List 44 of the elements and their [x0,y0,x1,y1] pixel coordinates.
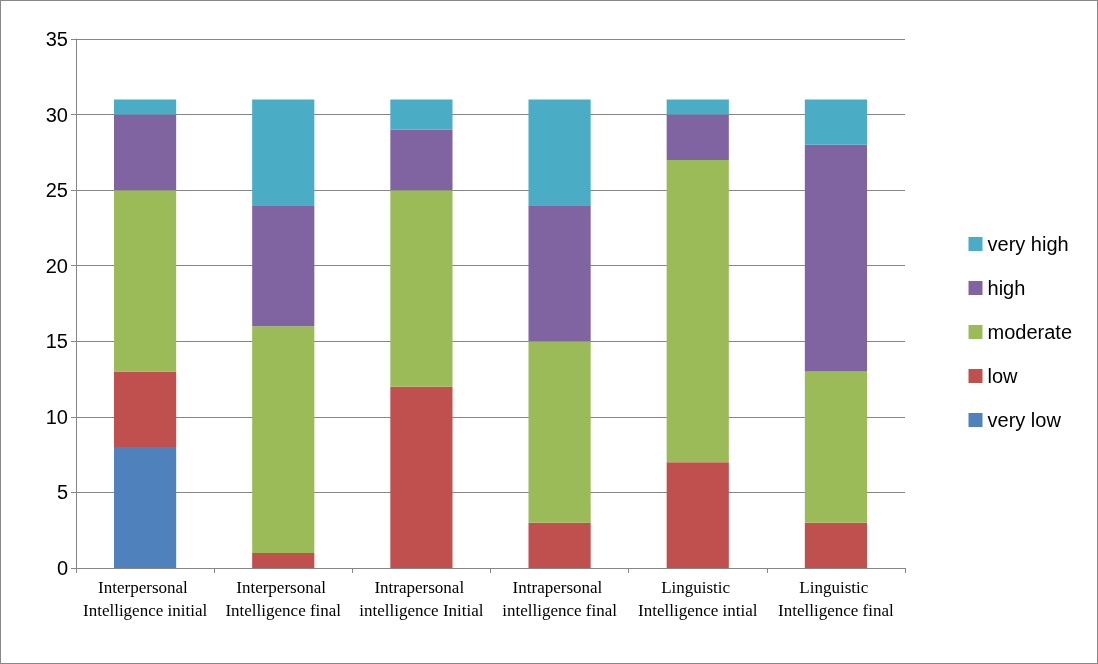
bar [114,371,177,448]
bar [390,99,453,130]
bar [528,522,591,568]
y-tick-label: 5 [56,481,68,504]
y-tick-label: 20 [45,254,68,277]
bar [252,99,315,206]
bar [114,114,177,191]
bar [528,341,591,523]
bar [804,144,867,372]
x-tick-label: Intrapersonal intelligence final [502,578,618,620]
y-tick-label: 25 [45,179,68,202]
legend-label: low [987,365,1019,387]
bar [114,447,177,568]
x-tick-label: Intrapersonal intelligence Initial [359,578,484,620]
bar [666,159,729,463]
x-tick-label: Linguistic Intelligence intial [638,578,758,620]
bar [390,386,453,568]
bar [252,552,315,568]
y-tick-label: 30 [45,103,68,126]
bar [804,522,867,568]
x-tick-label: Interpersonal Intelligence initial [83,578,208,620]
legend-label: moderate [987,321,1073,343]
legend-label: high [987,277,1026,299]
bar [528,99,591,206]
x-tick-label: Linguistic Intelligence final [778,578,895,620]
y-tick-label: 15 [45,330,68,353]
y-tick-label: 0 [56,557,68,579]
x-tick-label: Interpersonal Intelligence final [225,578,342,620]
legend-label: very high [987,233,1069,255]
bar [252,205,315,327]
bar [114,190,177,372]
bar [666,114,729,160]
y-tick-label: 35 [45,28,68,50]
bar [804,99,867,145]
bar [114,99,177,115]
bar [528,205,591,342]
bar [390,190,453,387]
bar [666,99,729,115]
bar [390,129,453,191]
bar [666,462,729,568]
bar [804,371,867,523]
bar [252,326,315,553]
legend-label: very low [987,409,1062,431]
y-tick-label: 10 [45,405,68,428]
